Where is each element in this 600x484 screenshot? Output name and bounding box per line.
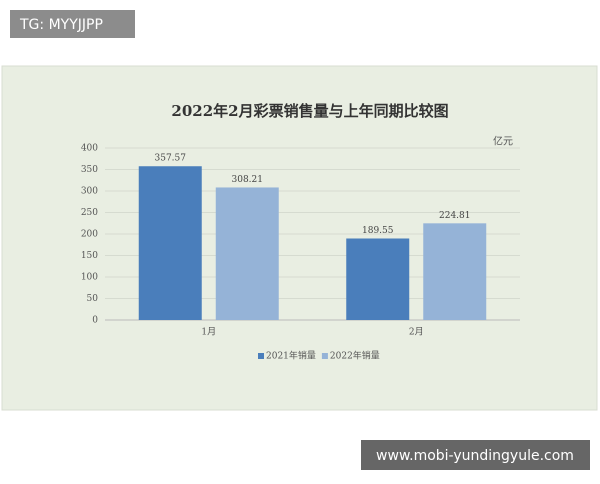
plot: 0 50 100 150 200 250 300 350 400 1月 357.57 308.21 2月… — [81, 144, 520, 362]
watermark-box — [10, 10, 135, 38]
bar — [138, 166, 202, 320]
y-tick-label: 300 — [81, 187, 98, 197]
y-tick-label: 200 — [81, 230, 98, 240]
bar — [215, 187, 279, 320]
unit-label: 亿元 — [493, 135, 513, 148]
watermark: www.mobi-yundingyule.com — [376, 448, 574, 464]
bar — [346, 238, 410, 320]
y-tick-label: 0 — [92, 316, 98, 326]
y-tick-label: 400 — [81, 144, 98, 154]
y-tick-label: 100 — [81, 273, 98, 283]
value-label: 189.55 — [362, 226, 394, 236]
legend-label: 2022年销量 — [330, 350, 380, 362]
y-tick-label: 50 — [87, 294, 99, 304]
value-label: 357.57 — [155, 154, 187, 164]
chart-panel — [1, 65, 598, 411]
x-tick-label: 1月 — [201, 327, 216, 338]
legend-swatch — [258, 353, 264, 359]
x-tick-label: 2月 — [409, 327, 424, 338]
y-tick-label: 250 — [81, 208, 98, 218]
legend-label: 2021年销量 — [266, 350, 316, 362]
watermark: TG: MYYJJPP — [19, 17, 103, 33]
y-tick-label: 150 — [81, 251, 98, 261]
value-label: 224.81 — [439, 211, 471, 221]
bar — [423, 223, 487, 320]
watermark-box — [361, 440, 590, 470]
y-tick-label: 350 — [81, 165, 98, 175]
chart-title: 2022年2月彩票销售量与上年同期比较图 — [171, 102, 448, 120]
value-label: 308.21 — [232, 175, 264, 185]
legend-swatch — [321, 353, 328, 359]
